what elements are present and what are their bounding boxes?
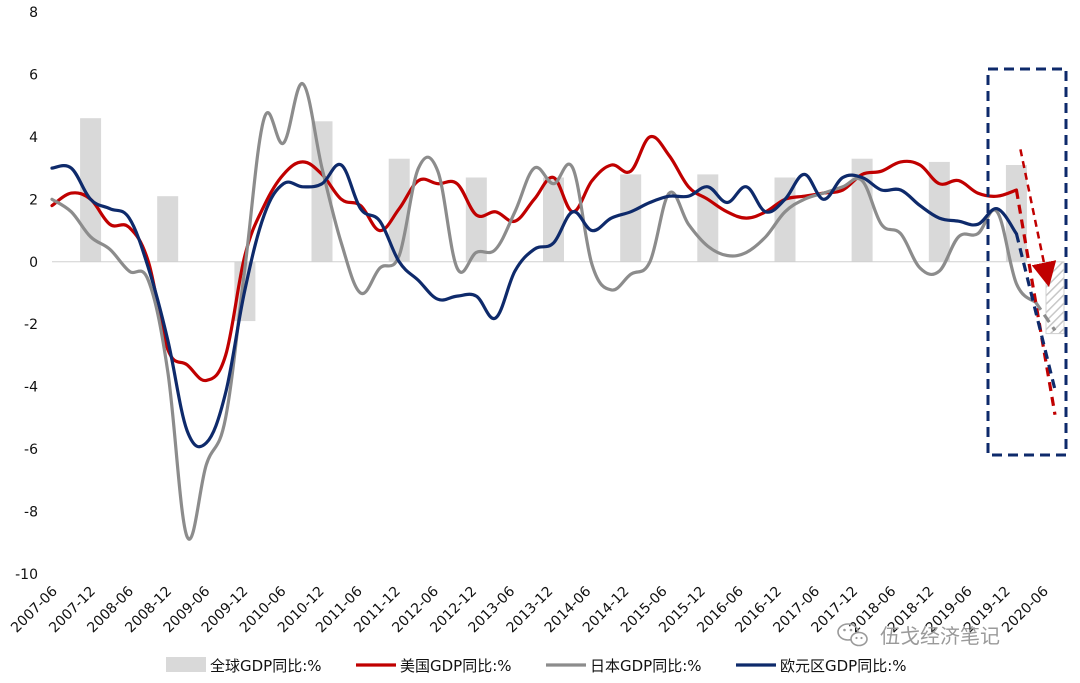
- y-tick-label: -6: [24, 442, 38, 458]
- y-tick-label: 6: [29, 67, 38, 83]
- wechat-icon: [837, 623, 868, 647]
- global-gdp-forecast-bar: [1045, 261, 1065, 335]
- forecast-highlight-box: [986, 67, 1068, 457]
- global-gdp-bar: [1005, 165, 1027, 262]
- gdp-lines: [50, 82, 1038, 541]
- y-tick-label: 8: [29, 5, 38, 21]
- legend-swatch: [166, 657, 206, 672]
- legend-label: 欧元区GDP同比:%: [780, 657, 907, 675]
- global-gdp-bar: [311, 121, 333, 262]
- global-gdp-bar: [928, 161, 950, 262]
- global-gdp-bar: [620, 174, 642, 262]
- y-tick-label: -8: [24, 505, 38, 521]
- trend-arrow: [1019, 149, 1057, 288]
- highlight-box: [986, 67, 1068, 457]
- y-tick-label: 2: [29, 192, 38, 208]
- watermark: 伍戈经济笔记: [837, 623, 1000, 648]
- global-gdp-bar: [543, 177, 564, 262]
- y-tick-label: -10: [15, 567, 38, 583]
- forecast-segments: [1014, 149, 1057, 416]
- y-tick-label: 0: [29, 255, 38, 271]
- series-line: [50, 162, 1018, 449]
- legend: 全球GDP同比:% 美国GDP同比:% 日本GDP同比:% 欧元区GDP同比:%: [166, 657, 907, 675]
- legend-label: 美国GDP同比:%: [400, 657, 512, 675]
- global-gdp-bar: [80, 118, 102, 262]
- series-line: [50, 82, 1038, 541]
- global-gdp-bar: [851, 158, 873, 262]
- legend-label: 全球GDP同比:%: [210, 657, 322, 675]
- y-tick-label: -2: [24, 317, 38, 333]
- forecast-line: [1034, 301, 1057, 332]
- legend-label: 日本GDP同比:%: [590, 657, 702, 675]
- watermark-text: 伍戈经济笔记: [880, 624, 1000, 648]
- global-gdp-bar: [157, 196, 179, 262]
- global-gdp-bar: [465, 177, 487, 262]
- y-axis-ticks: 8 6 4 2 0 -2 -4 -6 -8 -10: [15, 5, 38, 583]
- y-tick-label: -4: [24, 380, 38, 396]
- y-tick-label: 4: [29, 130, 38, 146]
- forecast-line: [1014, 189, 1057, 416]
- global-gdp-bars: [80, 118, 1065, 335]
- forecast-line: [1014, 233, 1057, 391]
